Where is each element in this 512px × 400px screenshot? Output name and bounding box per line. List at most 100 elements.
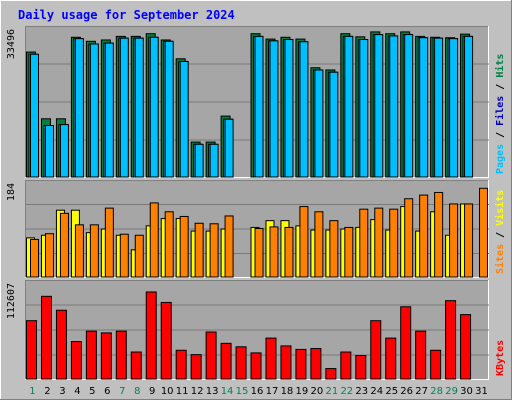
sites-bar [194,222,204,278]
pages-bar [299,41,309,178]
pages-bar [194,143,204,178]
sites-bar [224,215,234,278]
kbytes-bar [325,368,337,380]
x-tick-label: 9 [149,386,155,397]
x-tick-label: 1 [29,386,35,397]
middle-legend-entry: / [495,226,506,244]
sites-bar [89,224,99,278]
pages-bar [209,143,219,178]
kbytes-bar [175,349,187,380]
hits-files-pages-panel-ymax-label: 33496 [6,29,17,59]
sites-bar [389,208,399,278]
pages-bar [149,36,159,178]
kbytes-bar [460,314,472,380]
pages-bar [30,53,39,178]
sites-bar [134,234,144,278]
bottom-legend-entry: KBytes [495,340,506,376]
kbytes-bar [70,341,82,380]
sites-bar [59,212,69,278]
pages-bar [224,118,234,178]
sites-bar [359,208,369,278]
kbytes-bar [55,309,67,380]
pages-bar [269,40,279,178]
kbytes-bar [26,320,37,380]
x-tick-label: 4 [74,386,80,397]
sites-bar [149,202,159,278]
x-tick-label: 12 [191,386,204,397]
sites-bar [434,191,444,278]
kbytes-bar [115,330,127,380]
kbytes-bar [40,295,52,380]
sites-bar [479,187,489,278]
x-tick-label: 7 [119,386,125,397]
kbytes-panel [25,280,489,380]
sites-bar [74,224,84,278]
kbytes-bar [340,351,352,380]
sites-bar [464,203,474,278]
pages-bar [329,71,339,178]
x-tick-label: 28 [430,386,443,397]
sites-bar [419,194,429,278]
top-legend-entry: / [495,78,506,96]
kbytes-bar [85,330,97,380]
chart-title: Daily usage for September 2024 [18,8,235,22]
sites-bar [104,207,114,278]
pages-bar [119,37,129,178]
kbytes-bar [100,332,112,380]
kbytes-bar [400,306,412,380]
pages-bar [74,38,84,178]
pages-bar [464,35,474,178]
pages-bar [434,37,444,178]
pages-bar [89,43,99,178]
x-tick-label: 11 [176,386,189,397]
x-tick-label: 29 [445,386,458,397]
kbytes-bar [205,331,217,380]
sites-bar [119,233,129,278]
x-tick-label: 23 [355,386,368,397]
x-tick-label: 31 [475,386,488,397]
sites-bar [299,206,309,278]
x-tick-label: 2 [44,386,50,397]
pages-bar [389,35,399,178]
kbytes-bar [160,301,172,380]
pages-bar [179,60,189,178]
sites-bar [209,223,219,278]
sites-bar [404,198,414,278]
top-legend-entry: Pages [495,144,506,174]
x-tick-label: 30 [460,386,473,397]
pages-bar [104,42,114,178]
sites-bar [44,233,54,278]
bottom-legend: KBytes [495,340,506,376]
sites-bar [374,207,384,278]
x-tick-label: 5 [89,386,95,397]
x-tick-label: 3 [59,386,65,397]
kbytes-bar [235,346,247,380]
sites-bar [344,226,354,278]
kbytes-bar [265,337,277,380]
pages-bar [59,124,69,178]
top-legend-entry: Files [494,96,506,126]
x-tick-label: 25 [385,386,398,397]
kbytes-bar [190,354,202,380]
pages-bar [419,37,429,178]
pages-bar [449,38,459,178]
x-tick-label: 21 [325,386,338,397]
sites-bar [329,220,339,278]
kbytes-bar [370,320,382,380]
sites-bar [269,226,279,278]
x-tick-label: 16 [251,386,264,397]
x-tick-label: 20 [311,386,324,397]
kbytes-bar [295,348,307,380]
pages-bar [314,69,324,178]
x-tick-label: 13 [206,386,219,397]
middle-legend-entry: Sites [494,244,506,274]
pages-bar [344,35,354,178]
x-tick-label: 10 [161,386,174,397]
pages-bar [359,39,369,178]
sites-bar [30,238,39,278]
pages-bar [164,40,174,178]
kbytes-bar [280,345,292,380]
sites-bar [449,203,459,278]
pages-bar [374,34,384,178]
